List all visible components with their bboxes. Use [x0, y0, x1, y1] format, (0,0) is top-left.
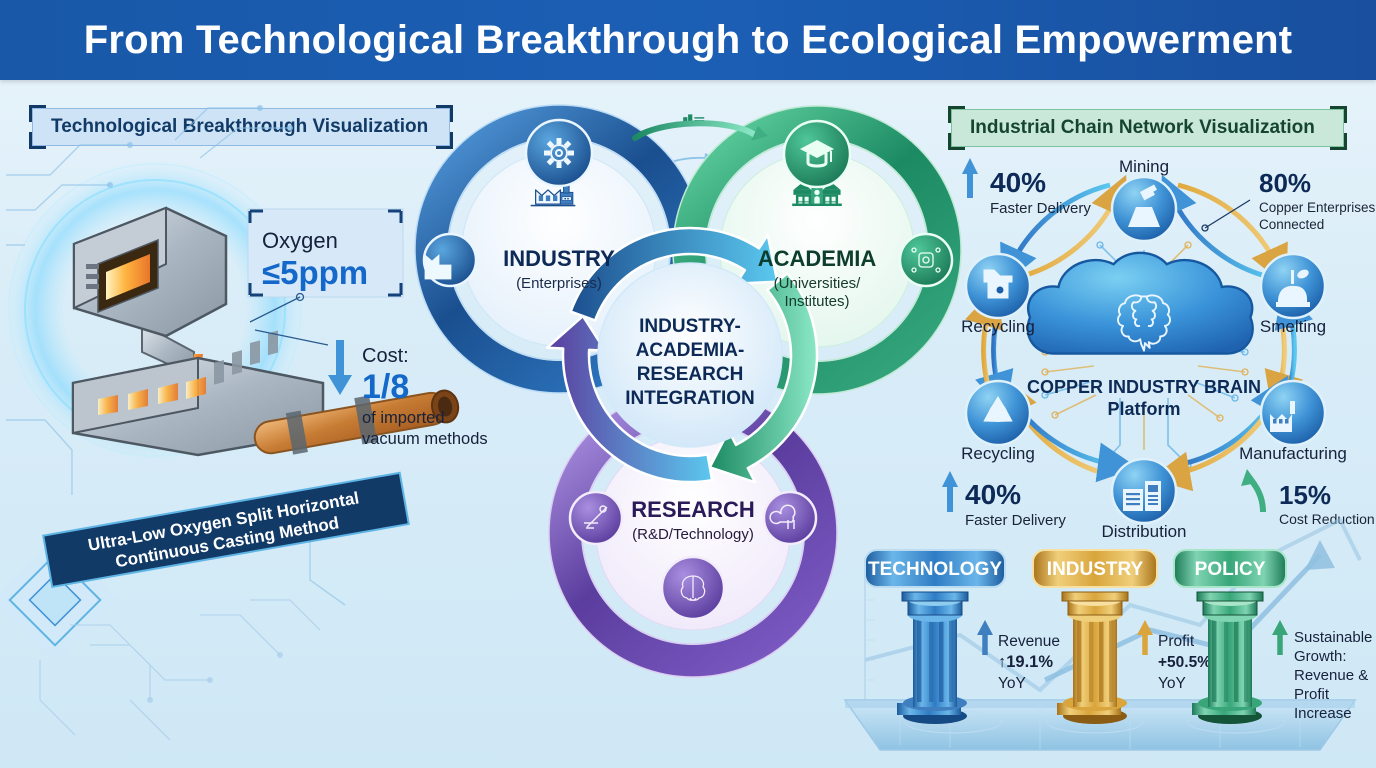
svg-text:Revenue: Revenue: [998, 633, 1060, 650]
svg-text:Increase: Increase: [1294, 705, 1352, 722]
svg-text:TECHNOLOGY: TECHNOLOGY: [868, 559, 1002, 580]
svg-text:POLICY: POLICY: [1195, 559, 1266, 580]
svg-text:Growth:: Growth:: [1294, 648, 1347, 665]
svg-text:Profit: Profit: [1158, 633, 1195, 650]
svg-text:INDUSTRY: INDUSTRY: [1047, 559, 1144, 580]
svg-text:Sustainable: Sustainable: [1294, 629, 1372, 646]
svg-text:Revenue &: Revenue &: [1294, 667, 1368, 684]
svg-text:Profit: Profit: [1294, 686, 1330, 703]
svg-text:YoY: YoY: [998, 675, 1026, 692]
svg-text:↑19.1%: ↑19.1%: [998, 653, 1053, 671]
svg-text:+50.5%: +50.5%: [1158, 654, 1211, 671]
svg-text:YoY: YoY: [1158, 675, 1186, 692]
